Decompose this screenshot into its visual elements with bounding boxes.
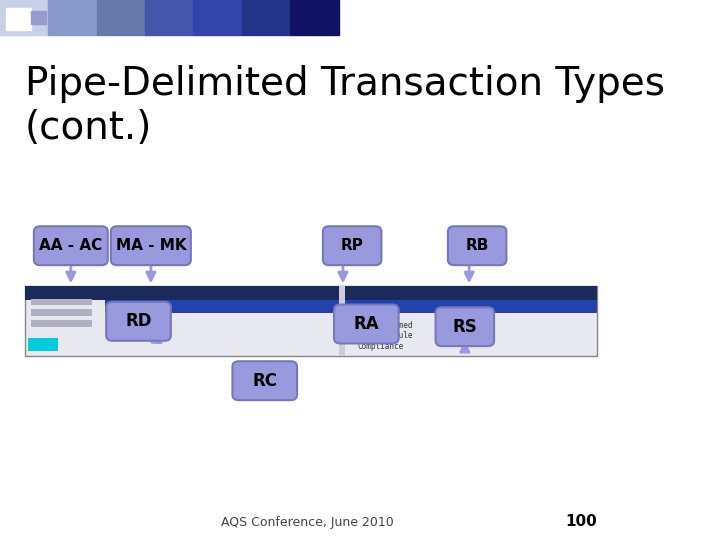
Bar: [194, 0, 242, 35]
Bar: [48, 0, 96, 35]
FancyBboxPatch shape: [233, 361, 297, 400]
FancyBboxPatch shape: [448, 226, 506, 265]
FancyBboxPatch shape: [111, 226, 191, 265]
Text: RA: RA: [354, 315, 379, 333]
FancyBboxPatch shape: [323, 226, 382, 265]
Text: RD: RD: [125, 312, 152, 330]
Bar: [290, 0, 338, 35]
Text: MA - MK: MA - MK: [115, 238, 186, 253]
Text: Map to
Can't Framed
use Schedule
Compliance: Map to Can't Framed use Schedule Complia…: [357, 310, 413, 350]
Bar: [24, 286, 597, 356]
Text: RC: RC: [252, 372, 277, 390]
FancyBboxPatch shape: [107, 302, 171, 341]
Bar: [0, 0, 48, 35]
Bar: [6, 8, 31, 30]
FancyBboxPatch shape: [334, 305, 399, 343]
Bar: [31, 299, 92, 305]
Text: RB: RB: [465, 238, 489, 253]
FancyBboxPatch shape: [34, 226, 108, 265]
Bar: [242, 0, 290, 35]
Bar: [24, 286, 597, 300]
Text: AQS Conference, June 2010: AQS Conference, June 2010: [222, 516, 395, 529]
Bar: [96, 0, 145, 35]
Bar: [31, 320, 92, 327]
Text: 100: 100: [565, 514, 597, 529]
Bar: [27, 338, 58, 351]
Text: Pipe-Delimited Transaction Types
(cont.): Pipe-Delimited Transaction Types (cont.): [24, 65, 665, 147]
Text: AA - AC: AA - AC: [39, 238, 102, 253]
Bar: [31, 11, 46, 24]
Bar: [338, 286, 345, 356]
FancyBboxPatch shape: [436, 307, 494, 346]
Text: RS: RS: [452, 318, 477, 336]
Text: RP: RP: [341, 238, 364, 253]
Bar: [145, 0, 194, 35]
Bar: [104, 300, 597, 313]
Bar: [31, 309, 92, 316]
